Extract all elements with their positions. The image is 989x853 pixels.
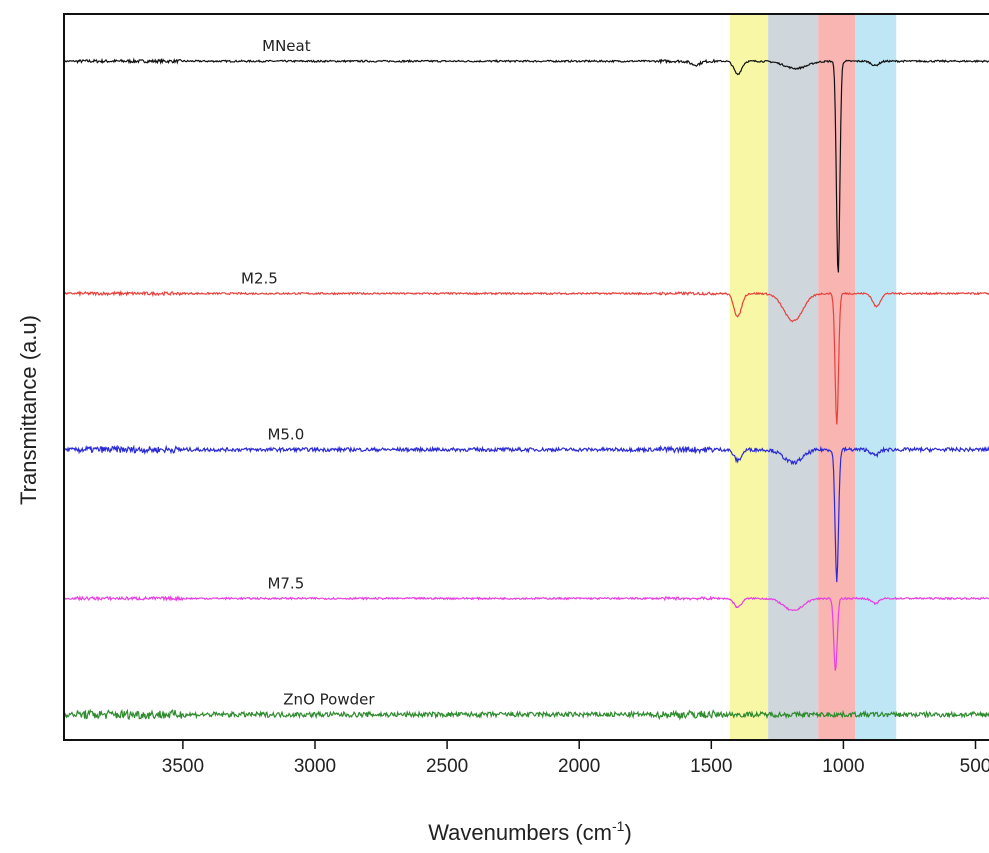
x-axis-title-close: ) [624,820,631,845]
plot-frame [63,13,989,741]
x-tick-label-3: 2000 [558,756,600,777]
series-labels: MNeat M2.5 M5.0 M7.5 ZnO Powder [241,37,375,708]
series-label-1: M2.5 [241,270,278,288]
series-line-3 [63,594,989,671]
series-label-2: M5.0 [267,426,304,444]
x-tick-label-6: 500 [960,756,989,777]
y-axis-title: Transmittance (a.u) [16,315,41,505]
series-line-2 [63,444,989,583]
band-2 [818,14,856,740]
highlight-bands [729,14,897,740]
x-axis-title-sup: -1 [612,818,625,834]
x-axis: 3500 3000 2500 2000 1500 1000 500 [162,740,989,777]
x-tick-label-0: 3500 [162,756,204,777]
x-tick-label-2: 2500 [426,756,468,777]
series-label-4: ZnO Powder [283,691,375,709]
series-label-3: M7.5 [267,574,304,592]
series-line-0 [63,57,989,273]
series-line-1 [63,290,989,425]
band-0 [729,14,769,740]
band-3 [855,14,897,740]
series-line-4 [63,708,989,721]
x-axis-title-main: Wavenumbers (cm [428,820,612,845]
series-lines [63,57,989,721]
band-1 [768,14,819,740]
x-axis-title: Wavenumbers (cm-1) [428,818,632,845]
x-tick-label-1: 3000 [294,756,336,777]
x-tick-label-5: 1000 [822,756,864,777]
series-label-0: MNeat [262,37,311,55]
x-tick-label-4: 1500 [690,756,732,777]
